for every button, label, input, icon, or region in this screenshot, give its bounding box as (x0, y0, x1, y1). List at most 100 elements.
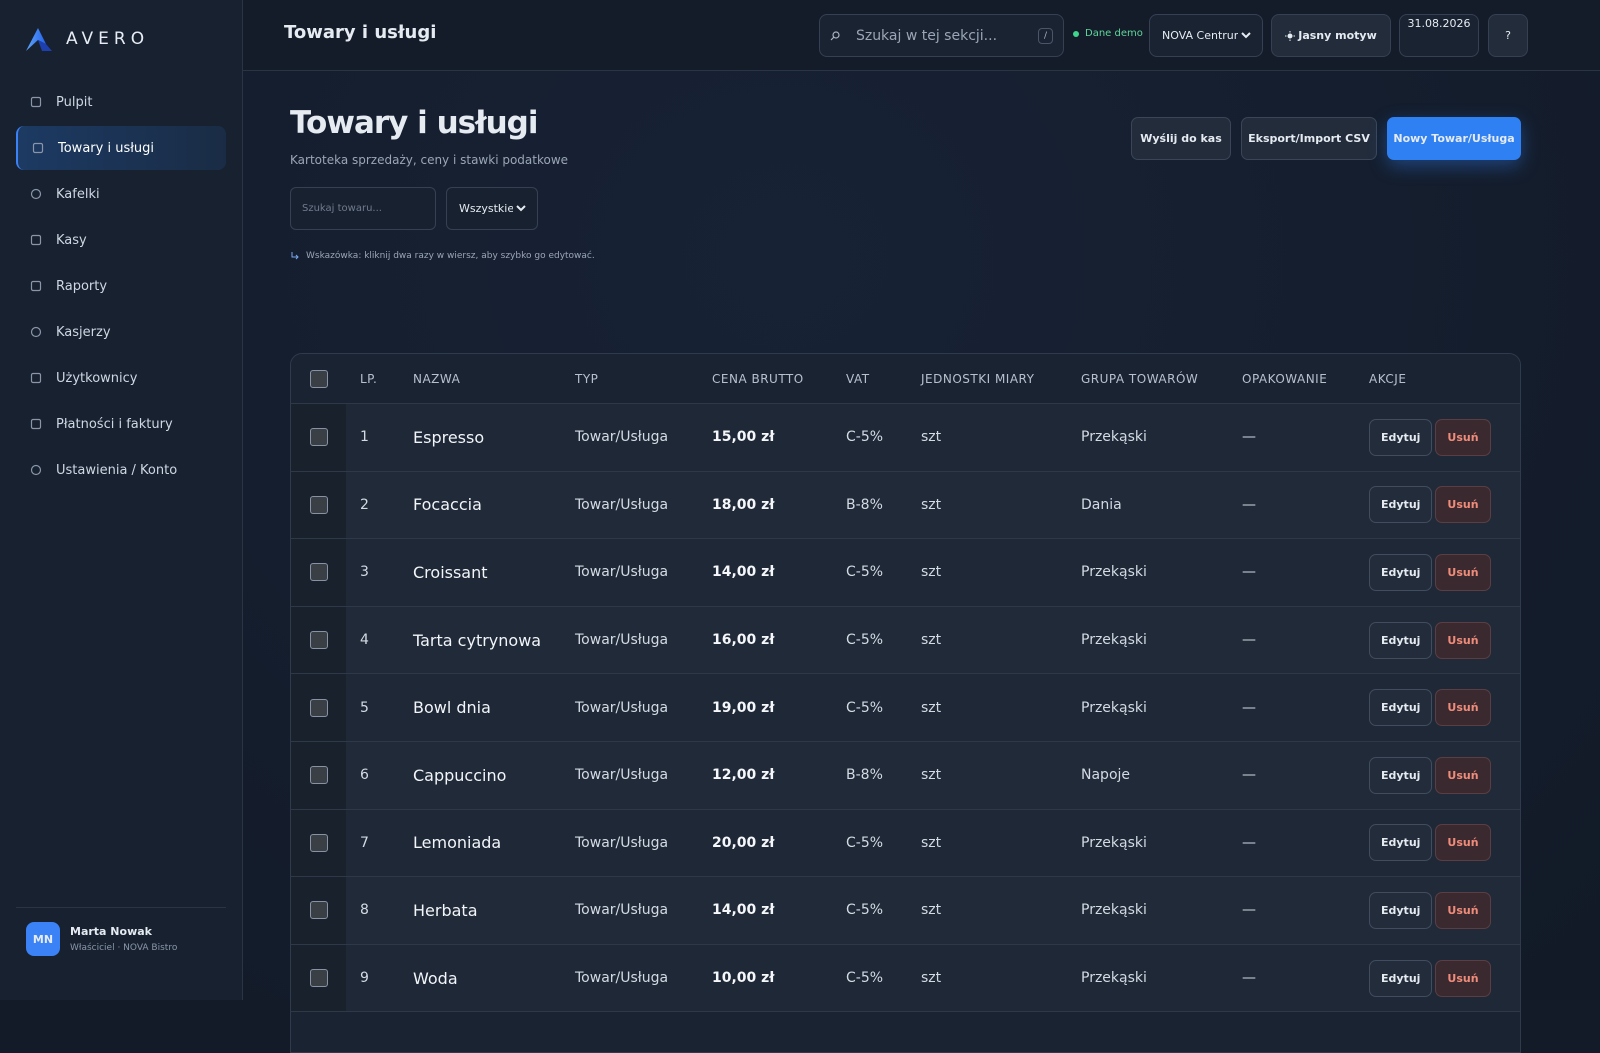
nav-icon (30, 234, 42, 246)
cell: C-5% (846, 564, 884, 581)
table-row[interactable]: 2 Focaccia Towar/Usługa 18,00 zł B-8% szt Dani… (291, 471, 1520, 540)
cell: C-5% (846, 834, 884, 851)
actions-cell: Edytuj Usuń (1355, 824, 1520, 862)
cell: C-5% (846, 429, 884, 446)
edit-button[interactable]: Edytuj (1369, 689, 1433, 727)
table-row[interactable]: 3 Croissant Towar/Usługa 14,00 zł C-5% szt Prz… (291, 539, 1520, 607)
nav-icon (30, 188, 42, 200)
row-checkbox[interactable] (309, 631, 328, 650)
table: LP. NAZWA TYP CENA BRUTTO VAT JEDNOSTKI MIARY… (290, 353, 1521, 1053)
cell: 14,00 zł (712, 902, 775, 919)
cell: 16,00 zł (712, 632, 775, 649)
header-action[interactable]: Wyślij do kas (1131, 117, 1231, 160)
brand: AVERO (24, 26, 149, 52)
row-checkbox[interactable] (309, 698, 328, 717)
header-action[interactable]: Eksport/Import CSV (1241, 117, 1377, 160)
nav-label: Kasjerzy (56, 324, 111, 340)
row-checkbox[interactable] (309, 833, 328, 852)
topbar: Towary i usługi / Dane demo NOVA Centrum Jas… (243, 0, 1600, 71)
cell: 19,00 zł (712, 699, 775, 716)
delete-button[interactable]: Usuń (1435, 418, 1491, 456)
table-row[interactable]: 7 Lemoniada Towar/Usługa 20,00 zł C-5% szt Prz… (291, 809, 1520, 878)
table-row[interactable]: 1 Espresso Towar/Usługa 15,00 zł C-5% szt Prze… (291, 404, 1520, 472)
table-row[interactable]: 9 Woda Towar/Usługa 10,00 zł C-5% szt Przekąsk… (291, 944, 1520, 1013)
select-all[interactable] (309, 369, 328, 388)
actions-cell: Edytuj Usuń (1355, 756, 1520, 794)
cell: 12,00 zł (712, 767, 775, 784)
search-key: / (1037, 27, 1053, 44)
delete-button[interactable]: Usuń (1435, 891, 1491, 929)
cell: Tarta cytrynowa (413, 630, 542, 650)
column-header: AKCJE (1369, 371, 1407, 386)
theme-toggle[interactable]: Jasny motyw (1271, 14, 1391, 57)
location-select[interactable]: NOVA Centrum (1158, 28, 1254, 43)
cell: Croissant (413, 562, 488, 582)
delete-button[interactable]: Usuń (1435, 621, 1491, 659)
cell: szt (921, 429, 942, 446)
table-row[interactable]: 4 Tarta cytrynowa Towar/Usługa 16,00 zł C-5%… (291, 606, 1520, 675)
filter-select[interactable]: Wszystkie (455, 201, 529, 216)
edit-button[interactable]: Edytuj (1369, 891, 1433, 929)
cell: Espresso (413, 427, 485, 447)
edit-button[interactable]: Edytuj (1369, 486, 1433, 524)
nav-item[interactable]: Ustawienia / Konto (16, 448, 226, 492)
delete-button[interactable]: Usuń (1435, 756, 1491, 794)
column-header: JEDNOSTKI MIARY (921, 371, 1035, 386)
filter-box: Wszystkie (446, 187, 538, 230)
page: AVERO Pulpit Towary i usługi Kafelki Kasy Rap… (16, 0, 1600, 1053)
edit-button[interactable]: Edytuj (1369, 756, 1433, 794)
row-checkbox[interactable] (309, 428, 328, 447)
edit-button[interactable]: Edytuj (1369, 418, 1433, 456)
nav-item[interactable]: Pulpit (16, 80, 226, 124)
edit-button[interactable]: Edytuj (1369, 959, 1433, 997)
cell: Przekąski (1081, 632, 1147, 649)
column-header: GRUPA TOWARÓW (1081, 371, 1199, 386)
edit-button[interactable]: Edytuj (1369, 824, 1433, 862)
header-action[interactable]: Nowy Towar/Usługa (1387, 117, 1521, 160)
search-input[interactable] (853, 26, 1024, 45)
edit-button[interactable]: Edytuj (1369, 553, 1433, 591)
nav-item[interactable]: Raporty (16, 264, 226, 308)
nav-icon (30, 464, 42, 476)
row-checkbox[interactable] (309, 969, 328, 988)
nav-item[interactable]: Kasy (16, 218, 226, 262)
hint: Wskazówka: kliknij dwa razy w wiersz, ab… (290, 251, 595, 261)
nav-item[interactable]: Użytkownicy (16, 356, 226, 400)
user: MN Marta Nowak Właściciel · NOVA Bistro (16, 907, 226, 956)
checkbox-cell (291, 674, 346, 741)
row-checkbox[interactable] (309, 901, 328, 920)
date-box: 31.08.2026 (1399, 14, 1479, 57)
cell: — (1242, 699, 1256, 716)
edit-button[interactable]: Edytuj (1369, 621, 1433, 659)
nav-item[interactable]: Kafelki (16, 172, 226, 216)
filter-search[interactable] (290, 187, 436, 230)
help-button[interactable]: ? (1488, 14, 1528, 57)
delete-button[interactable]: Usuń (1435, 689, 1491, 727)
nav-item[interactable]: Kasjerzy (16, 310, 226, 354)
cell: Towar/Usługa (575, 902, 669, 919)
nav-item[interactable]: Towary i usługi (16, 126, 226, 170)
row-checkbox[interactable] (309, 495, 328, 514)
table-row[interactable]: 5 Bowl dnia Towar/Usługa 19,00 zł C-5% szt Prz… (291, 674, 1520, 742)
actions-cell: Edytuj Usuń (1355, 621, 1520, 659)
nav-label: Ustawienia / Konto (56, 462, 178, 478)
delete-button[interactable]: Usuń (1435, 486, 1491, 524)
cell: 7 (360, 834, 369, 851)
cell: Focaccia (413, 495, 482, 515)
cell: B-8% (846, 496, 883, 513)
nav-icon (30, 96, 42, 108)
row-checkbox[interactable] (309, 766, 328, 785)
table-row[interactable]: 6 Cappuccino Towar/Usługa 12,00 zł B-8% szt Na… (291, 741, 1520, 810)
actions-cell: Edytuj Usuń (1355, 689, 1520, 727)
actions-cell: Edytuj Usuń (1355, 418, 1520, 456)
delete-button[interactable]: Usuń (1435, 959, 1491, 997)
cell: szt (921, 496, 942, 513)
column-header: CENA BRUTTO (712, 371, 804, 386)
delete-button[interactable]: Usuń (1435, 824, 1491, 862)
table-row[interactable]: 8 Herbata Towar/Usługa 14,00 zł C-5% szt Przek… (291, 877, 1520, 945)
row-checkbox[interactable] (309, 563, 328, 582)
cell: C-5% (846, 699, 884, 716)
delete-button[interactable]: Usuń (1435, 553, 1491, 591)
nav-item[interactable]: Płatności i faktury (16, 402, 226, 446)
cell: Bowl dnia (413, 698, 491, 718)
